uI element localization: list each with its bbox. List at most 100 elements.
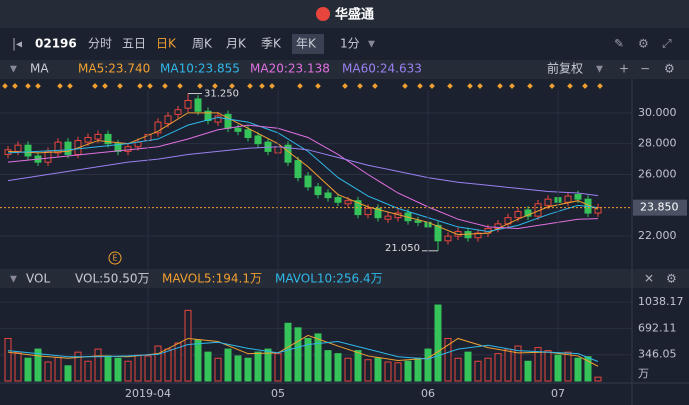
event-diamond[interactable]	[402, 83, 408, 89]
volume-bar	[74, 351, 82, 382]
event-diamond[interactable]	[447, 83, 453, 89]
event-marker[interactable]	[108, 251, 122, 265]
max-label: 31.250	[204, 89, 239, 100]
event-diamond[interactable]	[582, 83, 588, 89]
period-tab[interactable]: 季K	[261, 37, 282, 51]
x-tick-label: 07	[551, 387, 565, 400]
volume-bar	[364, 359, 372, 382]
event-diamond[interactable]	[229, 83, 235, 89]
candle-body	[474, 232, 482, 239]
expand-icon[interactable]: ⤢	[661, 37, 672, 51]
event-diamond[interactable]	[102, 83, 108, 89]
event-diamond[interactable]	[342, 83, 348, 89]
event-diamond[interactable]	[372, 83, 378, 89]
event-diamond[interactable]	[162, 83, 168, 89]
volume-bar	[264, 348, 272, 382]
candle-body	[94, 133, 102, 140]
event-diamond[interactable]	[357, 83, 363, 89]
event-diamond[interactable]	[117, 83, 123, 89]
event-diamond[interactable]	[497, 83, 503, 89]
ma-line	[7, 124, 599, 229]
period-tab[interactable]: 年K	[296, 37, 317, 51]
candle-body	[544, 198, 552, 206]
event-diamond[interactable]	[269, 83, 275, 89]
candle-body	[314, 186, 322, 196]
period-tab[interactable]: 日K	[156, 37, 177, 51]
price-mode[interactable]: 前复权	[547, 61, 583, 76]
event-marker-letter: E	[112, 254, 117, 263]
volume-bar	[284, 322, 292, 382]
volume-bar	[204, 351, 212, 382]
close-icon[interactable]: ✕	[644, 272, 654, 286]
candle-body	[104, 133, 112, 145]
volume-bar	[224, 348, 232, 382]
minus-icon[interactable]: −	[640, 62, 650, 76]
event-diamond[interactable]	[477, 83, 483, 89]
candle-body	[214, 115, 222, 123]
period-highlight	[292, 34, 324, 54]
candle-body	[244, 129, 252, 138]
collapse-arrow[interactable]: ▼	[10, 65, 17, 75]
indicator-name: MA	[30, 62, 49, 76]
candle-body	[54, 141, 62, 154]
event-diamond[interactable]	[137, 83, 143, 89]
volume-bar	[134, 354, 142, 382]
stock-code[interactable]: 02196	[35, 37, 77, 51]
event-diamond[interactable]	[147, 83, 153, 89]
volume-bar	[244, 357, 252, 382]
y-tick-label: 28.000	[638, 137, 677, 150]
event-diamond[interactable]	[429, 83, 435, 89]
volume-bar	[454, 357, 462, 382]
candle-body	[334, 197, 342, 203]
candle-body	[24, 144, 32, 157]
dropdown-arrow[interactable]: ▼	[596, 65, 603, 75]
x-tick-label: 06	[421, 387, 435, 400]
x-tick-label: 05	[271, 387, 285, 400]
candle-body	[524, 209, 532, 217]
gear-icon[interactable]: ⚙	[664, 62, 675, 76]
min-label: 21.050	[385, 243, 420, 254]
candle-body	[154, 121, 162, 134]
volume-bar	[54, 356, 62, 382]
event-diamond[interactable]	[247, 83, 253, 89]
volume-bar	[534, 347, 542, 382]
event-diamond[interactable]	[315, 83, 321, 89]
period-tab[interactable]: 五日	[122, 37, 146, 51]
event-diamond[interactable]	[567, 83, 573, 89]
gear-icon[interactable]: ⚙	[666, 272, 677, 286]
event-diamond[interactable]	[597, 83, 603, 89]
y-tick-label: 30.000	[638, 106, 677, 119]
volume-bar	[254, 351, 262, 382]
period-tab[interactable]: 分时	[88, 37, 112, 51]
candle-body	[364, 207, 372, 216]
event-diamond[interactable]	[297, 83, 303, 89]
ma-line	[7, 112, 599, 236]
event-diamond[interactable]	[67, 83, 73, 89]
candle-body	[164, 115, 172, 125]
event-diamond[interactable]	[92, 83, 98, 89]
event-diamond[interactable]	[417, 83, 423, 89]
event-diamond[interactable]	[25, 83, 31, 89]
event-diamond[interactable]	[467, 83, 473, 89]
period-tab[interactable]: 周K	[192, 37, 213, 51]
event-diamond[interactable]	[212, 83, 218, 89]
legend-entry: MAVOL10:256.4万	[275, 272, 383, 286]
volume-bar	[34, 348, 42, 382]
add-icon[interactable]: +	[619, 62, 629, 76]
collapse-icon[interactable]: |◂	[12, 37, 22, 51]
settings-icon[interactable]: ⚙	[638, 37, 649, 51]
volume-bar	[14, 351, 22, 382]
interval[interactable]: 1分	[340, 37, 360, 51]
collapse-arrow[interactable]: ▼	[10, 275, 17, 285]
volume-bar	[394, 362, 402, 382]
event-diamond[interactable]	[527, 83, 533, 89]
draw-icon[interactable]: ✎	[614, 37, 624, 51]
event-diamond[interactable]	[177, 83, 183, 89]
volume-bar	[434, 304, 442, 382]
dropdown-arrow[interactable]: ▼	[368, 40, 375, 50]
period-tab[interactable]: 月K	[226, 37, 247, 51]
event-diamond[interactable]	[197, 83, 203, 89]
event-diamond[interactable]	[549, 83, 555, 89]
event-diamond[interactable]	[259, 83, 265, 89]
event-diamond[interactable]	[509, 83, 515, 89]
